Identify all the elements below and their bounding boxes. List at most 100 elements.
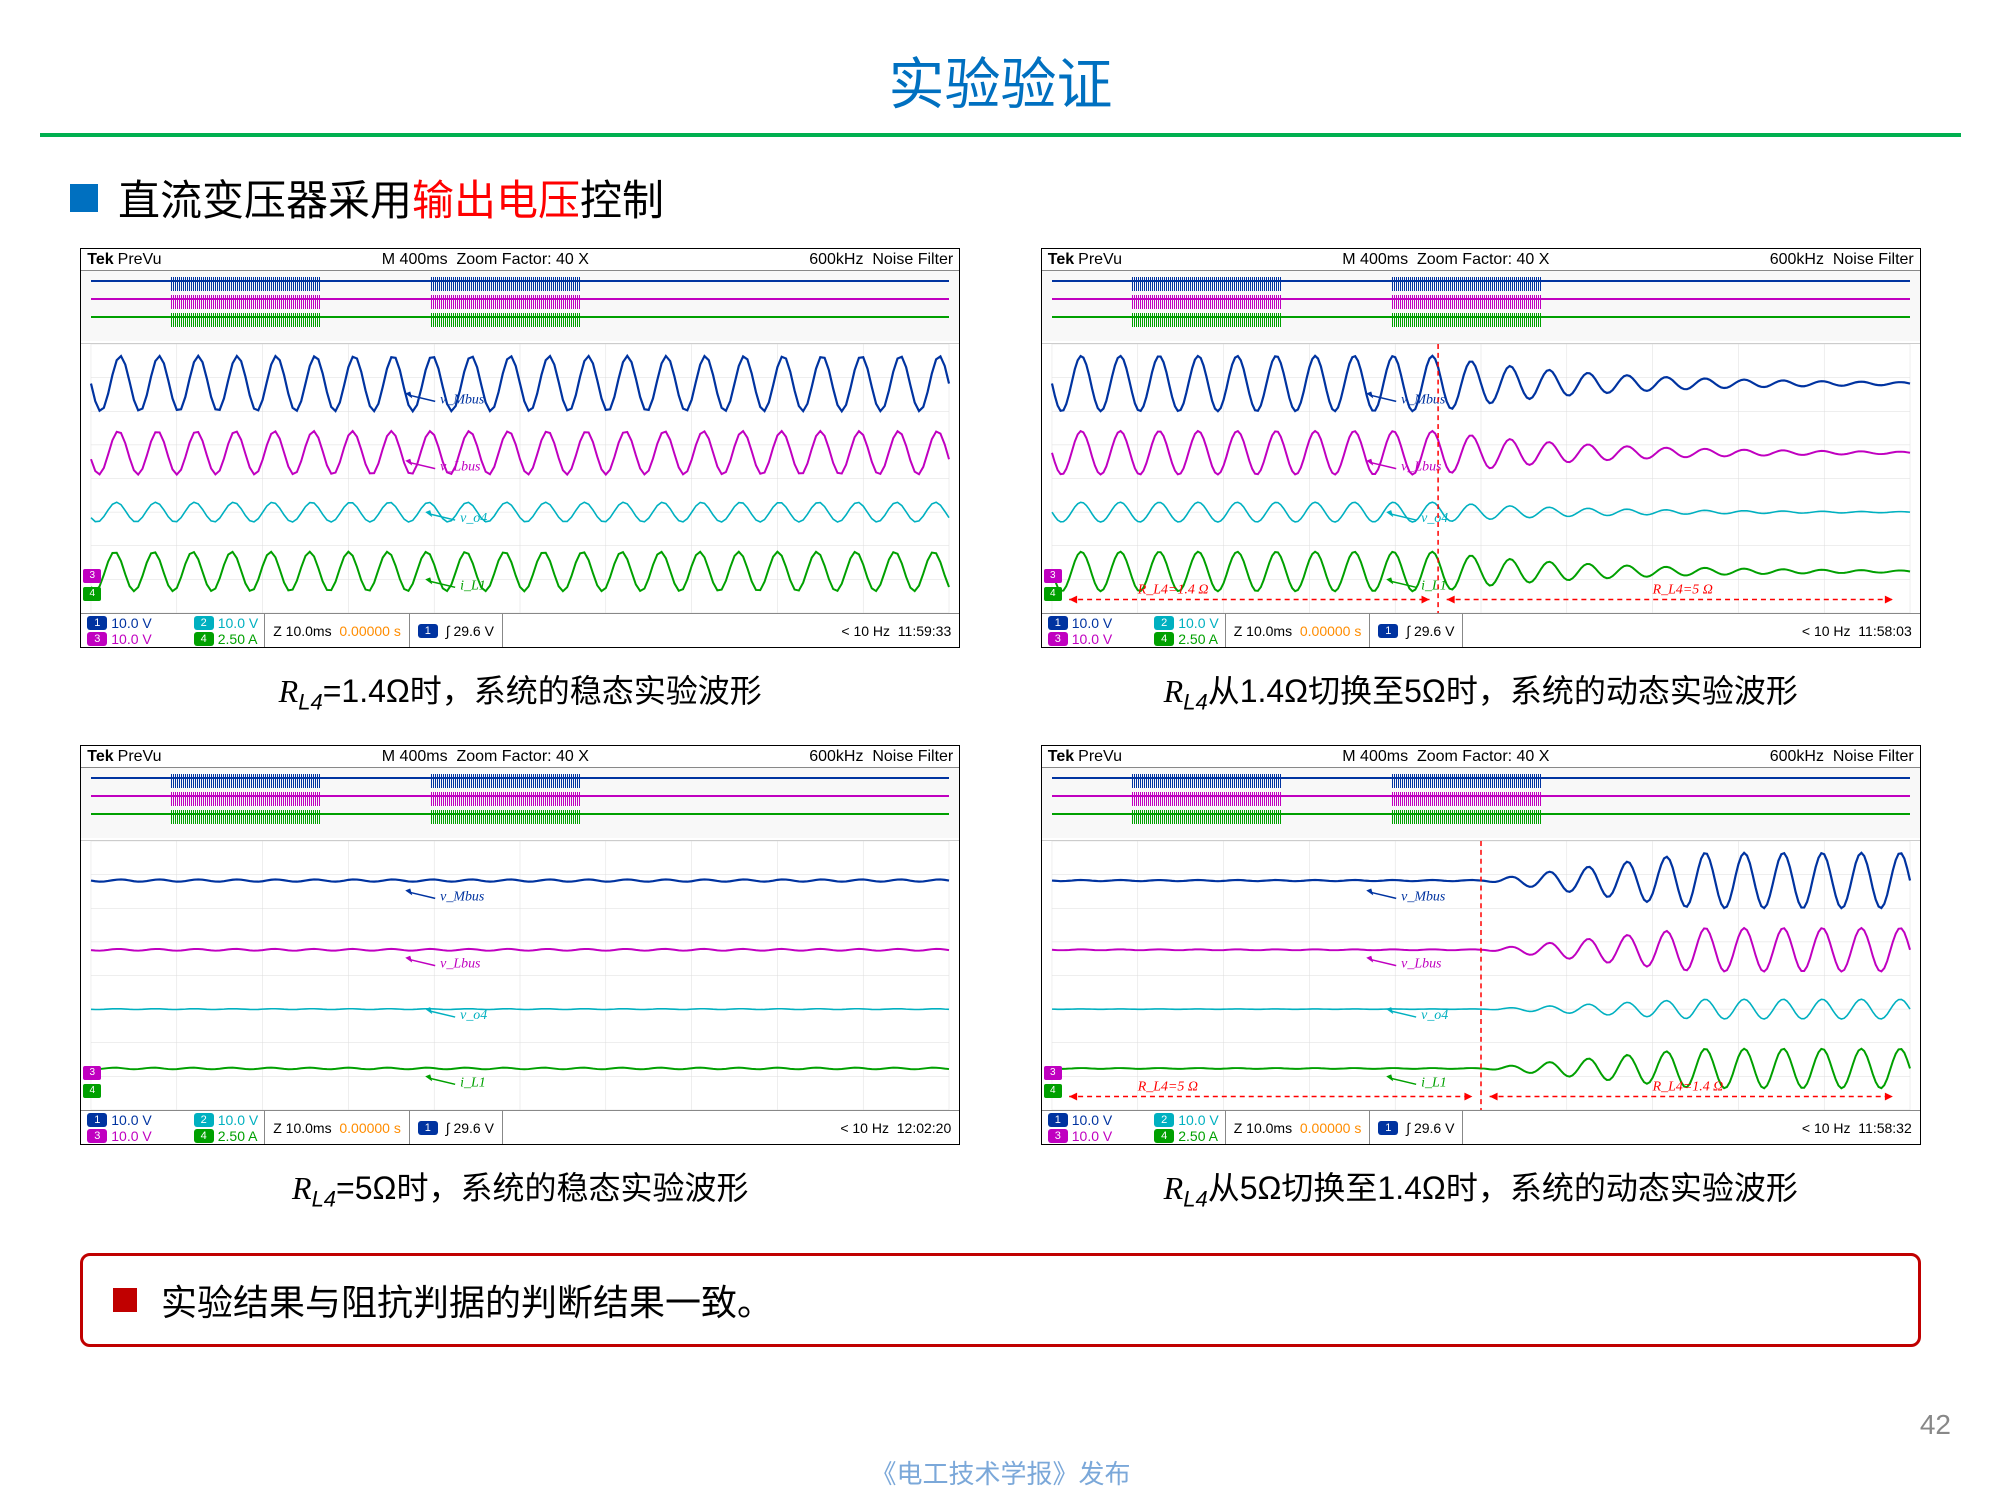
subtitle-row: 直流变压器采用输出电压控制 <box>60 167 1941 228</box>
ch3-edge-badge: 3 <box>83 1066 101 1080</box>
ch1-scale: 10.0 V <box>1072 615 1112 631</box>
scope-brand: Tek <box>1048 748 1074 766</box>
svg-text:v_Mbus: v_Mbus <box>1401 890 1445 905</box>
bullet-red-icon <box>113 1288 137 1312</box>
scope-mode: PreVu <box>118 251 162 269</box>
scope-header: Tek PreVu M 400ms Zoom Factor: 40 X 600k… <box>1042 746 1920 768</box>
ch3-badge: 3 <box>87 632 107 646</box>
scope-overview <box>1042 768 1920 838</box>
ch4-scale: 2.50 A <box>1178 1128 1218 1144</box>
scope-caption-tl: RL4=1.4Ω时，系统的稳态实验波形 <box>279 666 762 715</box>
scope-main: v_Mbusv_Lbusv_o4i_L1 3 4 <box>81 343 959 613</box>
ch3-scale: 10.0 V <box>111 1128 151 1144</box>
subtitle-suffix: 控制 <box>580 177 664 224</box>
freq-time: < 10 Hz 11:58:32 <box>1462 1111 1919 1144</box>
svg-text:v_Mbus: v_Mbus <box>440 392 484 407</box>
ch3-badge: 3 <box>1048 632 1068 646</box>
freq-time: < 10 Hz 11:58:03 <box>1462 614 1919 647</box>
svg-text:v_Lbus: v_Lbus <box>1401 460 1441 475</box>
ch3-edge-badge: 3 <box>1044 569 1062 583</box>
scope-main: v_Mbusv_Lbusv_o4i_L1 3 4 <box>81 840 959 1110</box>
ch4-badge: 4 <box>194 632 214 646</box>
ch1-badge: 1 <box>87 1113 107 1127</box>
ch1-scale: 10.0 V <box>111 1112 151 1128</box>
scope-footer: 110.0 V 310.0 V 210.0 V 42.50 A Z 10.0ms… <box>1042 613 1920 647</box>
scope-main: v_Mbusv_Lbusv_o4i_L1 R_L4=1.4 ΩR_L4=5 Ω … <box>1042 343 1920 613</box>
title-underline <box>40 133 1961 137</box>
freq-time: < 10 Hz 11:59:33 <box>502 614 959 647</box>
scope-overview <box>81 768 959 838</box>
scope-overview <box>81 271 959 341</box>
ch2-badge: 2 <box>194 616 214 630</box>
ch1-scale: 10.0 V <box>111 615 151 631</box>
scope-footer: 110.0 V 310.0 V 210.0 V 42.50 A Z 10.0ms… <box>1042 1110 1920 1144</box>
ch4-scale: 2.50 A <box>218 631 258 647</box>
scope-timebase: M 400ms Zoom Factor: 40 X <box>1342 748 1549 766</box>
subtitle: 直流变压器采用输出电压控制 <box>118 167 664 228</box>
ch1-badge: 1 <box>1048 1113 1068 1127</box>
zoom-timebase: Z 10.0ms 0.00000 s <box>264 614 409 647</box>
svg-text:R_L4=1.4 Ω: R_L4=1.4 Ω <box>1137 583 1209 598</box>
ch4-edge-badge: 4 <box>83 587 101 601</box>
page-title: 实验验证 <box>60 40 1941 121</box>
trigger-info: 1 ∫ 29.6 V <box>1369 1111 1462 1144</box>
svg-text:v_o4: v_o4 <box>460 511 487 526</box>
ch3-scale: 10.0 V <box>1072 1128 1112 1144</box>
ch4-edge-badge: 4 <box>83 1084 101 1098</box>
ch4-scale: 2.50 A <box>1178 631 1218 647</box>
scope-bw: 600kHz Noise Filter <box>1770 251 1914 269</box>
scope-cell-tl: Tek PreVu M 400ms Zoom Factor: 40 X 600k… <box>70 248 971 715</box>
scope-header: Tek PreVu M 400ms Zoom Factor: 40 X 600k… <box>1042 249 1920 271</box>
scope-grid: Tek PreVu M 400ms Zoom Factor: 40 X 600k… <box>60 248 1941 1213</box>
scope-brand: Tek <box>87 748 113 766</box>
zoom-timebase: Z 10.0ms 0.00000 s <box>1225 614 1370 647</box>
ch2-scale: 10.0 V <box>1178 1112 1218 1128</box>
ch2-scale: 10.0 V <box>218 615 258 631</box>
scope-timebase: M 400ms Zoom Factor: 40 X <box>382 748 589 766</box>
scope-overview <box>1042 271 1920 341</box>
scope-mode: PreVu <box>1078 748 1122 766</box>
scope-timebase: M 400ms Zoom Factor: 40 X <box>382 251 589 269</box>
scope-footer: 110.0 V 310.0 V 210.0 V 42.50 A Z 10.0ms… <box>81 613 959 647</box>
svg-text:R_L4=5 Ω: R_L4=5 Ω <box>1137 1080 1198 1095</box>
scope-tr: Tek PreVu M 400ms Zoom Factor: 40 X 600k… <box>1041 248 1921 648</box>
scope-caption-br: RL4从5Ω切换至1.4Ω时，系统的动态实验波形 <box>1164 1163 1798 1212</box>
svg-text:R_L4=1.4 Ω: R_L4=1.4 Ω <box>1651 1080 1723 1095</box>
scope-mode: PreVu <box>118 748 162 766</box>
bullet-icon <box>70 184 98 212</box>
ch2-scale: 10.0 V <box>1178 615 1218 631</box>
ch3-badge: 3 <box>1048 1129 1068 1143</box>
ch3-badge: 3 <box>87 1129 107 1143</box>
scope-cell-tr: Tek PreVu M 400ms Zoom Factor: 40 X 600k… <box>1031 248 1932 715</box>
subtitle-red: 输出电压 <box>412 177 580 224</box>
ch3-scale: 10.0 V <box>1072 631 1112 647</box>
scope-tl: Tek PreVu M 400ms Zoom Factor: 40 X 600k… <box>80 248 960 648</box>
ch2-badge: 2 <box>1154 616 1174 630</box>
scope-mode: PreVu <box>1078 251 1122 269</box>
zoom-timebase: Z 10.0ms 0.00000 s <box>1225 1111 1370 1144</box>
ch2-scale: 10.0 V <box>218 1112 258 1128</box>
scope-bw: 600kHz Noise Filter <box>809 251 953 269</box>
ch3-scale: 10.0 V <box>111 631 151 647</box>
scope-br: Tek PreVu M 400ms Zoom Factor: 40 X 600k… <box>1041 745 1921 1145</box>
ch1-scale: 10.0 V <box>1072 1112 1112 1128</box>
scope-bw: 600kHz Noise Filter <box>809 748 953 766</box>
scope-brand: Tek <box>87 251 113 269</box>
scope-header: Tek PreVu M 400ms Zoom Factor: 40 X 600k… <box>81 746 959 768</box>
ch3-edge-badge: 3 <box>83 569 101 583</box>
svg-text:v_Lbus: v_Lbus <box>440 957 480 972</box>
conclusion-text: 实验结果与阻抗判据的判断结果一致。 <box>161 1274 773 1326</box>
scope-footer: 110.0 V 310.0 V 210.0 V 42.50 A Z 10.0ms… <box>81 1110 959 1144</box>
scope-timebase: M 400ms Zoom Factor: 40 X <box>1342 251 1549 269</box>
svg-text:v_Lbus: v_Lbus <box>1401 957 1441 972</box>
svg-text:i_L1: i_L1 <box>1421 578 1447 593</box>
watermark: 《电工技术学报》发布 <box>870 1454 1130 1491</box>
scope-main: v_Mbusv_Lbusv_o4i_L1 R_L4=5 ΩR_L4=1.4 Ω … <box>1042 840 1920 1110</box>
subtitle-prefix: 直流变压器采用 <box>118 177 412 224</box>
scope-brand: Tek <box>1048 251 1074 269</box>
svg-text:v_o4: v_o4 <box>1421 1008 1448 1023</box>
svg-text:i_L1: i_L1 <box>460 1076 486 1091</box>
page-number: 42 <box>1920 1409 1951 1441</box>
trigger-info: 1 ∫ 29.6 V <box>409 614 502 647</box>
ch1-badge: 1 <box>1048 616 1068 630</box>
